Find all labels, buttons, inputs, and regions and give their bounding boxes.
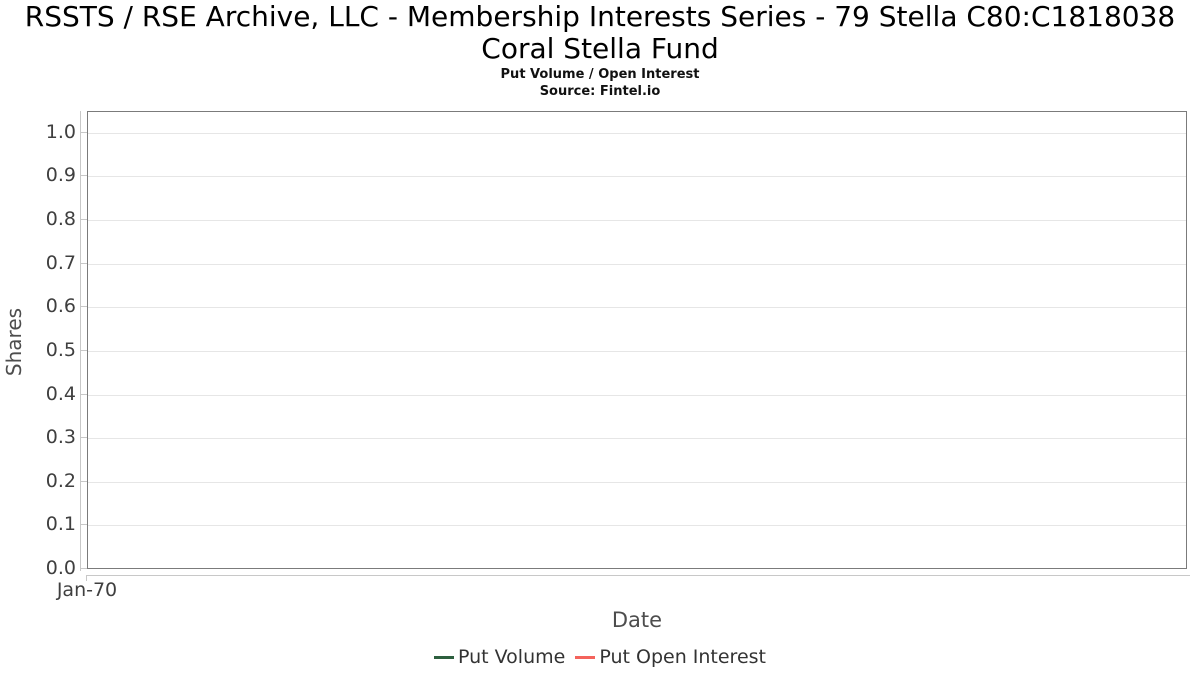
y-tick-label-0.5: 0.5 [45, 338, 76, 361]
y-tick-label-0.7: 0.7 [45, 251, 76, 274]
gridline-y-0.2 [88, 481, 1186, 483]
y-tick-mark-0.3 [80, 437, 87, 439]
gridline-y-0.7 [88, 263, 1186, 265]
legend-item-put-open-interest[interactable]: Put Open Interest [575, 646, 766, 668]
y-tick-mark-0.5 [80, 349, 87, 351]
chart-title-line1: RSSTS / RSE Archive, LLC - Membership In… [24, 0, 1176, 33]
plot-area [87, 111, 1187, 569]
x-axis-title: Date [611, 608, 663, 632]
legend: Put Volume Put Open Interest [0, 646, 1200, 668]
y-tick-label-0.1: 0.1 [45, 513, 76, 536]
y-tick-label-1.0: 1.0 [45, 120, 76, 143]
legend-item-put-volume[interactable]: Put Volume [434, 646, 565, 668]
y-tick-mark-0.7 [80, 262, 87, 264]
y-tick-mark-0.9 [80, 175, 87, 177]
put-volume-line-swatch [434, 655, 454, 659]
put-open-interest-line-swatch [575, 655, 596, 659]
y-tick-label-0.6: 0.6 [45, 295, 76, 318]
y-tick-label-0.3: 0.3 [45, 426, 76, 449]
y-tick-mark-0.1 [80, 524, 87, 526]
y-tick-mark-0.8 [80, 219, 87, 221]
y-axis-line [80, 111, 81, 571]
y-tick-label-0.4: 0.4 [45, 382, 76, 405]
chart-source: Source: Fintel.io [539, 84, 661, 99]
legend-label-put-open-interest: Put Open Interest [599, 646, 766, 668]
legend-label-put-volume: Put Volume [458, 646, 566, 668]
chart-title-line2: Coral Stella Fund [481, 32, 719, 65]
gridline-y-0.3 [88, 438, 1186, 440]
gridline-y-0.4 [88, 394, 1186, 396]
chart-subtitle: Put Volume / Open Interest [500, 67, 700, 82]
y-tick-label-0.9: 0.9 [45, 164, 76, 187]
gridline-y-0.9 [88, 176, 1186, 178]
gridline-y-0.6 [88, 307, 1186, 309]
y-tick-mark-0.2 [80, 480, 87, 482]
x-tick-label-Jan-70: Jan-70 [56, 579, 118, 601]
gridline-y-0.5 [88, 350, 1186, 352]
x-axis-tick-mark [86, 575, 87, 581]
y-tick-label-0.2: 0.2 [45, 469, 76, 492]
gridline-y-1.0 [88, 132, 1186, 134]
y-tick-mark-0.0 [80, 568, 87, 569]
y-tick-label-0.0: 0.0 [45, 557, 76, 579]
y-tick-mark-0.6 [80, 306, 87, 308]
x-axis-line [86, 575, 1190, 576]
y-tick-mark-0.4 [80, 393, 87, 395]
gridline-y-0.8 [88, 220, 1186, 222]
gridline-y-0.1 [88, 525, 1186, 527]
y-tick-mark-1.0 [80, 131, 87, 133]
chart-title: RSSTS / RSE Archive, LLC - Membership In… [0, 1, 1200, 65]
y-tick-label-0.8: 0.8 [45, 208, 76, 231]
